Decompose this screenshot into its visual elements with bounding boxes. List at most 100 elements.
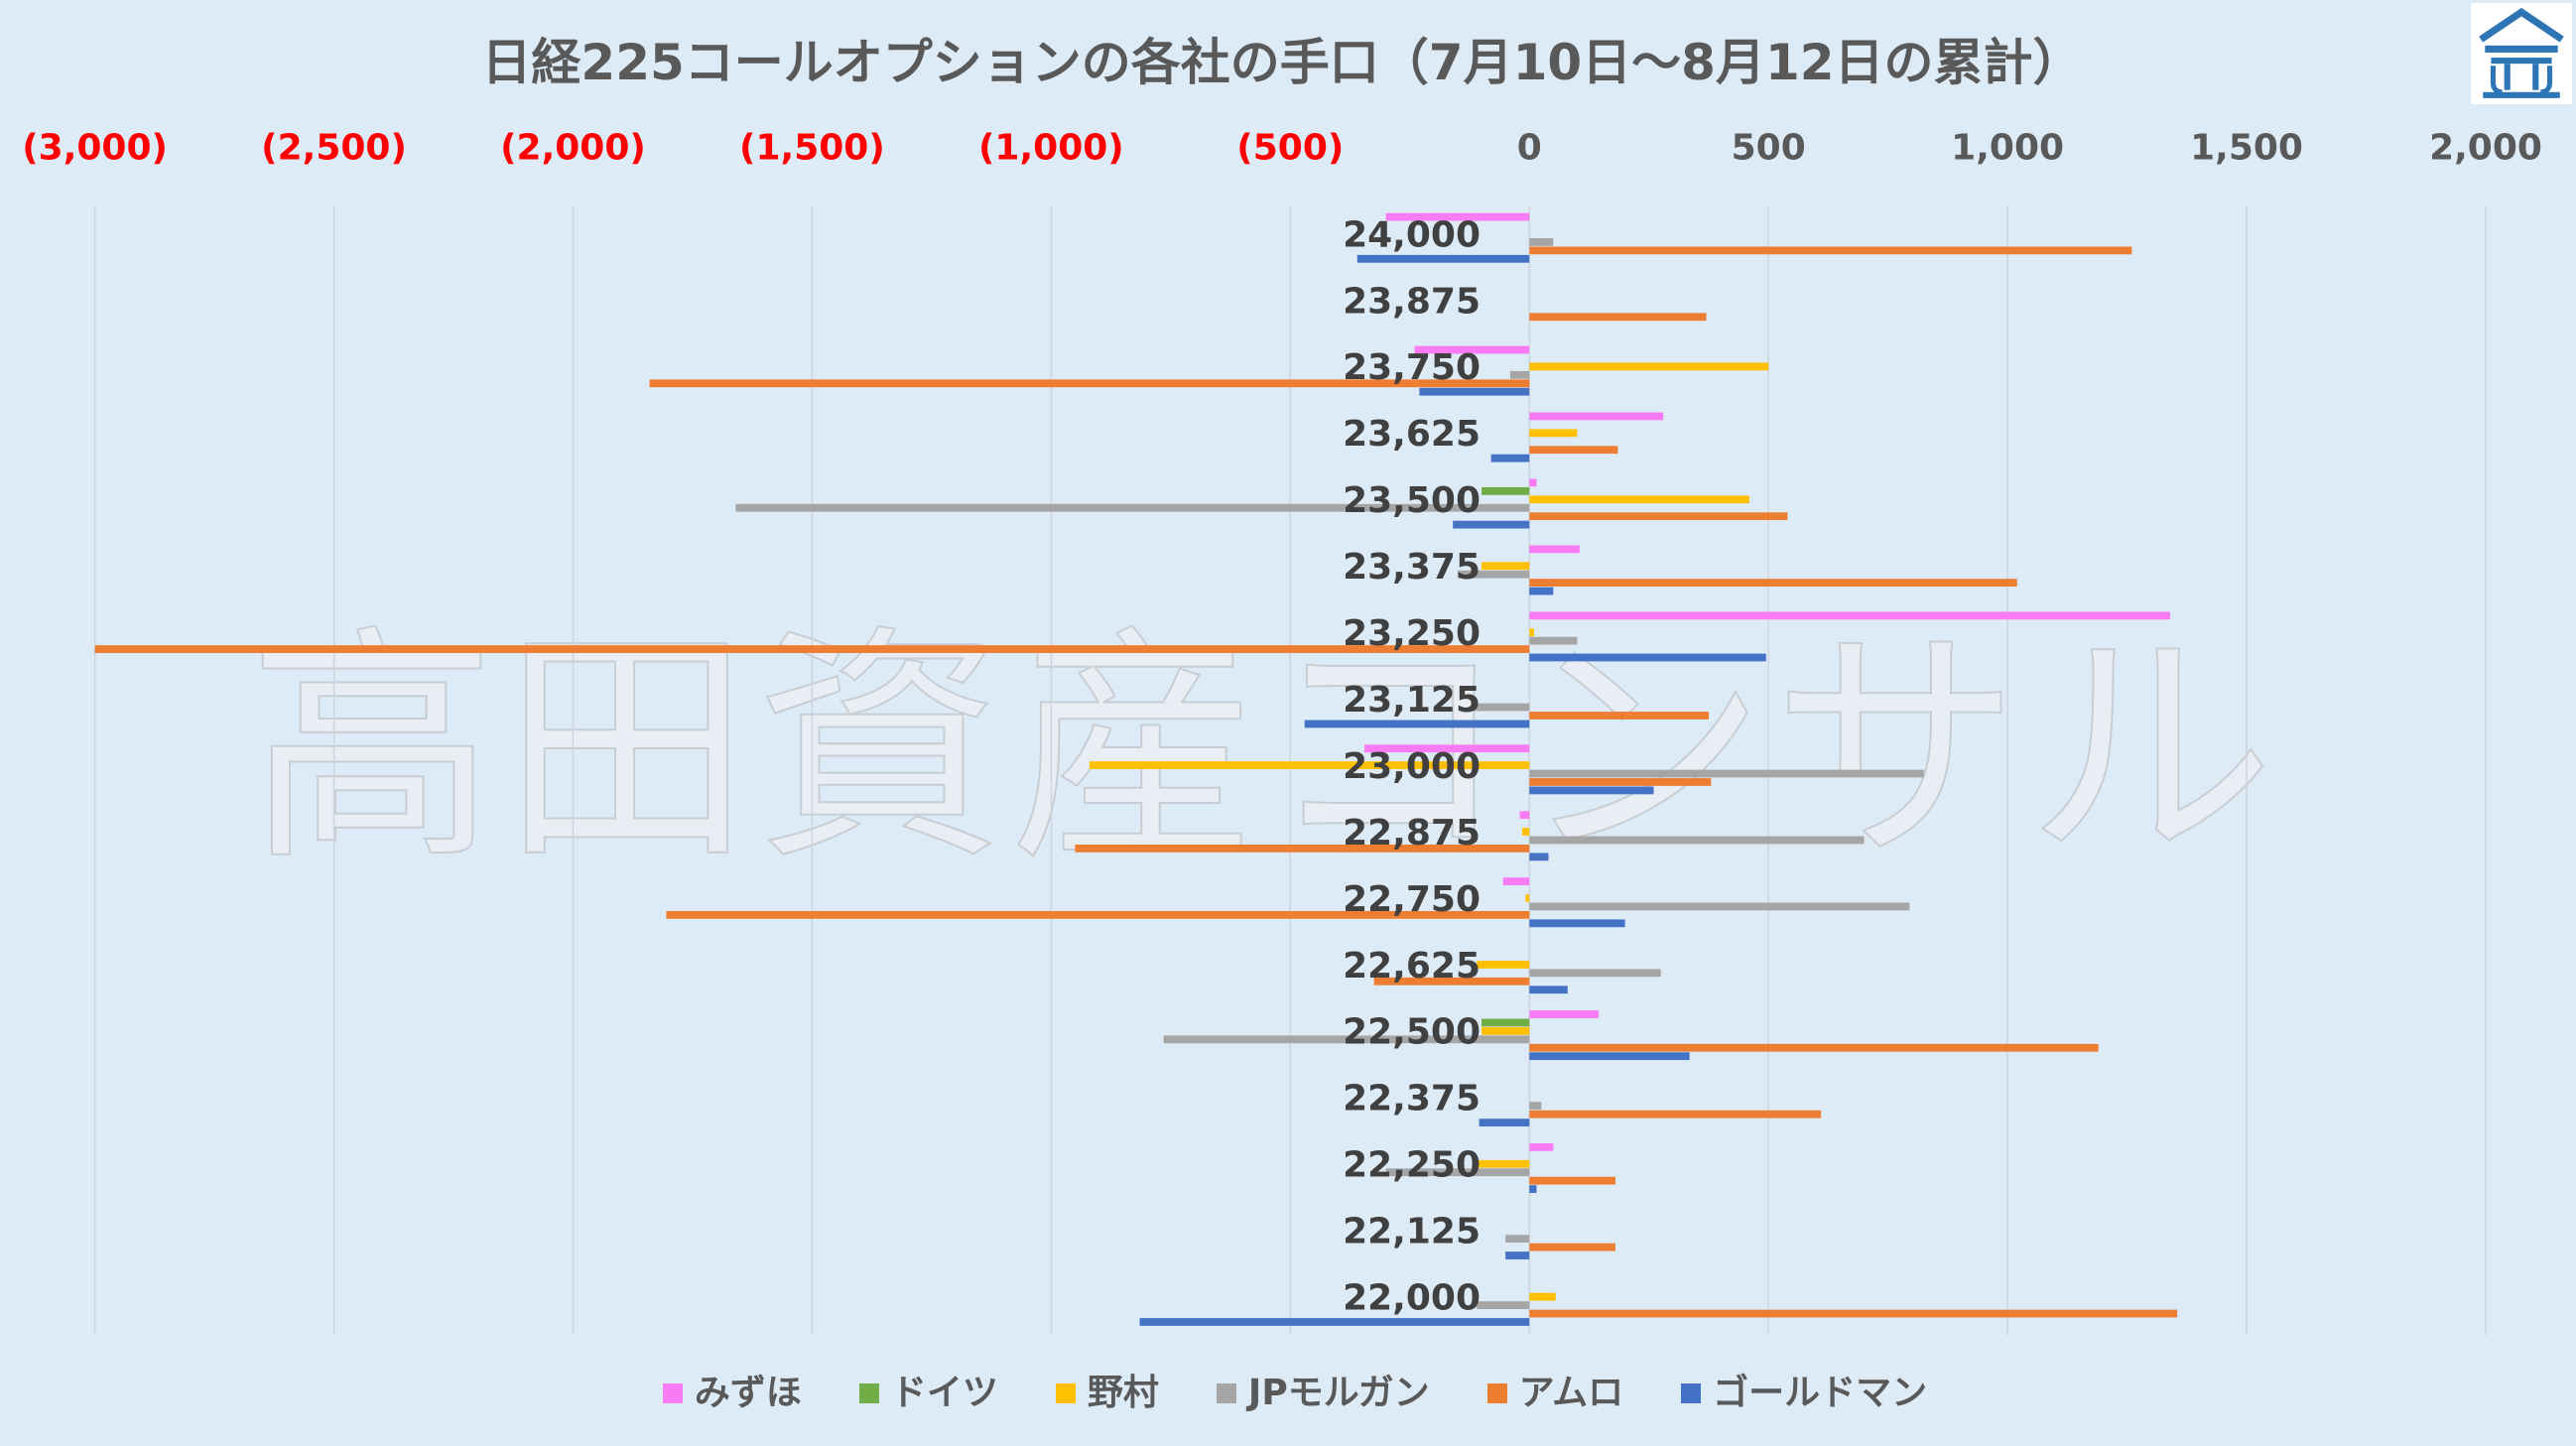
x-tick-label: (1,000) (978, 128, 1124, 169)
legend-marker (858, 1383, 879, 1403)
legend-label: 野村 (1087, 1373, 1159, 1413)
x-tick-label: (2,500) (261, 128, 407, 169)
legend-marker (1681, 1383, 1702, 1403)
legend-item-series5: アムロ (1486, 1372, 1623, 1415)
legend-label: ゴールドマン (1713, 1373, 1928, 1413)
bar-series6-22000 (1139, 1318, 1530, 1326)
bar-series5-23125 (1529, 712, 1709, 720)
x-tick-label: 500 (1732, 128, 1806, 169)
bar-series3-22250 (1477, 1159, 1530, 1168)
category-label: 23,625 (1343, 414, 1481, 455)
bar-series1-23750 (1414, 345, 1530, 354)
bar-series4-22375 (1529, 1102, 1542, 1111)
bar-series6-22875 (1529, 853, 1549, 861)
bar-series6-22500 (1529, 1052, 1690, 1061)
legend-item-series3: 野村 (1055, 1372, 1159, 1415)
bar-series1-23000 (1363, 744, 1530, 753)
bar-series3-22000 (1529, 1292, 1556, 1301)
legend-label: JPモルガン (1247, 1373, 1430, 1413)
bar-series2-23500 (1481, 486, 1530, 495)
bar-series5-22375 (1529, 1110, 1822, 1118)
x-tick-label: 0 (1517, 128, 1542, 169)
bar-series6-22375 (1479, 1118, 1530, 1127)
chart-title: 日経225コールオプションの各社の手口（7月10日～8月12日の累計） (481, 34, 2083, 91)
legend-marker (1055, 1383, 1076, 1403)
bar-series5-22875 (1075, 845, 1530, 853)
bar-series2-22500 (1481, 1018, 1530, 1027)
bar-series3-22500 (1481, 1026, 1530, 1035)
bar-series6-23000 (1529, 786, 1654, 795)
legend-marker (662, 1383, 683, 1403)
company-logo-icon (2471, 3, 2572, 104)
bar-series6-22750 (1529, 919, 1625, 928)
bar-series5-22500 (1529, 1043, 2099, 1052)
bar-series4-23000 (1529, 769, 1924, 778)
bar-series5-22750 (666, 910, 1530, 919)
bar-series4-23750 (1509, 370, 1530, 379)
bar-series6-23500 (1453, 520, 1530, 529)
legend-marker (1216, 1383, 1236, 1403)
x-tick-label: 1,500 (2190, 128, 2303, 169)
legend-label: ドイツ (890, 1373, 998, 1413)
bar-series6-23750 (1419, 387, 1530, 396)
x-tick-label: (3,000) (22, 128, 168, 169)
category-label: 22,000 (1343, 1278, 1481, 1319)
bar-series1-23375 (1529, 545, 1580, 554)
legend-item-series1: みずほ (662, 1372, 802, 1415)
bar-series3-23375 (1481, 562, 1530, 571)
bar-series5-23500 (1529, 512, 1788, 521)
category-label: 22,375 (1343, 1079, 1481, 1119)
x-tick-label: 2,000 (2429, 128, 2542, 169)
bar-series6-22125 (1505, 1251, 1530, 1259)
bar-series3-23000 (1089, 761, 1530, 769)
bar-series1-23250 (1529, 611, 2170, 620)
bar-series4-22125 (1505, 1235, 1530, 1244)
category-label: 23,500 (1343, 480, 1481, 521)
bar-series5-23000 (1529, 778, 1712, 786)
legend-marker (1486, 1383, 1507, 1403)
bar-series1-23625 (1529, 412, 1664, 421)
bar-series3-23500 (1529, 495, 1749, 504)
bar-series5-22125 (1529, 1243, 1615, 1251)
bar-series4-23375 (1457, 570, 1530, 579)
watermark-text: 高田資産コンサル (248, 625, 2280, 873)
x-tick-label: 1,000 (1951, 128, 2064, 169)
bar-series1-24000 (1385, 212, 1530, 221)
bar-series5-23250 (94, 645, 1530, 653)
bar-series5-22000 (1529, 1309, 2178, 1318)
category-label: 24,000 (1343, 214, 1481, 255)
bar-series5-23750 (649, 379, 1530, 388)
category-label: 23,375 (1343, 547, 1481, 588)
bar-series1-22250 (1529, 1143, 1554, 1151)
category-label: 22,125 (1343, 1212, 1481, 1252)
bar-series6-22250 (1529, 1185, 1537, 1193)
x-tick-label: (1,500) (739, 128, 885, 169)
bar-series4-22625 (1529, 969, 1661, 978)
bar-series4-23125 (1472, 703, 1530, 712)
bar-series5-23875 (1529, 313, 1707, 322)
bar-series4-22000 (1477, 1301, 1530, 1310)
bar-series3-23750 (1529, 362, 1769, 371)
bar-series1-22750 (1502, 877, 1530, 885)
category-label: 23,250 (1343, 613, 1481, 654)
bar-series5-23375 (1529, 579, 2017, 588)
legend-item-series6: ゴールドマン (1681, 1372, 1927, 1415)
bar-series6-23375 (1529, 587, 1554, 595)
category-label: 22,250 (1343, 1145, 1481, 1186)
x-tick-label: (500) (1236, 128, 1344, 169)
bar-series5-24000 (1529, 246, 2132, 255)
category-label: 22,500 (1343, 1012, 1481, 1053)
bar-series1-22500 (1529, 1010, 1600, 1018)
legend-label: みずほ (694, 1373, 802, 1413)
bar-series4-23500 (735, 503, 1530, 512)
category-label: 22,625 (1343, 946, 1481, 986)
bar-series6-22625 (1529, 986, 1568, 994)
bar-series6-23125 (1304, 720, 1530, 728)
chart-legend: みずほ ドイツ 野村 JPモルガン アムロ ゴールドマン (0, 1372, 2576, 1415)
bar-series3-22750 (1525, 894, 1530, 902)
category-label: 23,000 (1343, 746, 1481, 787)
legend-item-series2: ドイツ (858, 1372, 998, 1415)
category-label: 23,750 (1343, 347, 1481, 388)
bar-series3-22625 (1477, 961, 1530, 969)
category-label: 22,750 (1343, 879, 1481, 920)
